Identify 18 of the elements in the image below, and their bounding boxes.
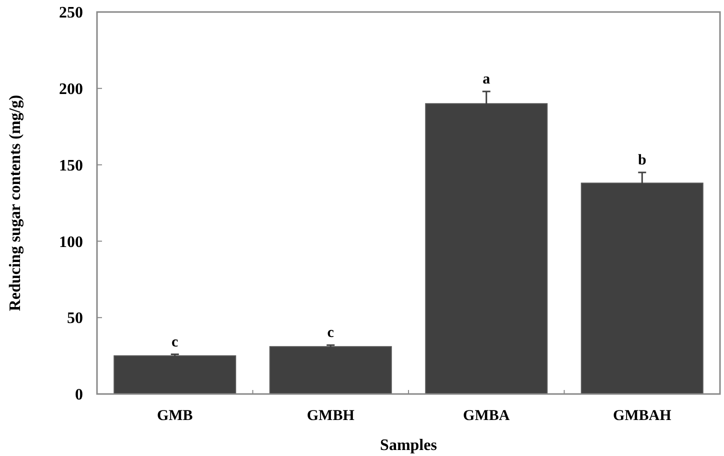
x-axis-title: Samples — [380, 437, 437, 454]
y-tick-label: 250 — [59, 4, 83, 22]
annotation: a — [482, 71, 491, 88]
y-tick-label: 150 — [59, 157, 83, 174]
y-tick-label: 0 — [75, 386, 83, 404]
bar — [114, 355, 236, 394]
y-tick-label: 200 — [59, 81, 83, 98]
x-tick-label: GMB — [156, 408, 193, 424]
annotation: b — [638, 152, 646, 168]
annotation: c — [327, 325, 334, 342]
x-tick-label: GMBA — [463, 408, 510, 424]
bar — [269, 346, 392, 394]
y-axis-title: Reducing sugar contents (mg/g) — [7, 94, 24, 312]
x-tick-label: GMBH — [306, 408, 355, 424]
y-tick-label: 100 — [59, 234, 83, 251]
x-tick-label: GMBAH — [612, 408, 672, 424]
annotation: c — [172, 334, 179, 350]
y-tick-label: 50 — [67, 310, 83, 328]
